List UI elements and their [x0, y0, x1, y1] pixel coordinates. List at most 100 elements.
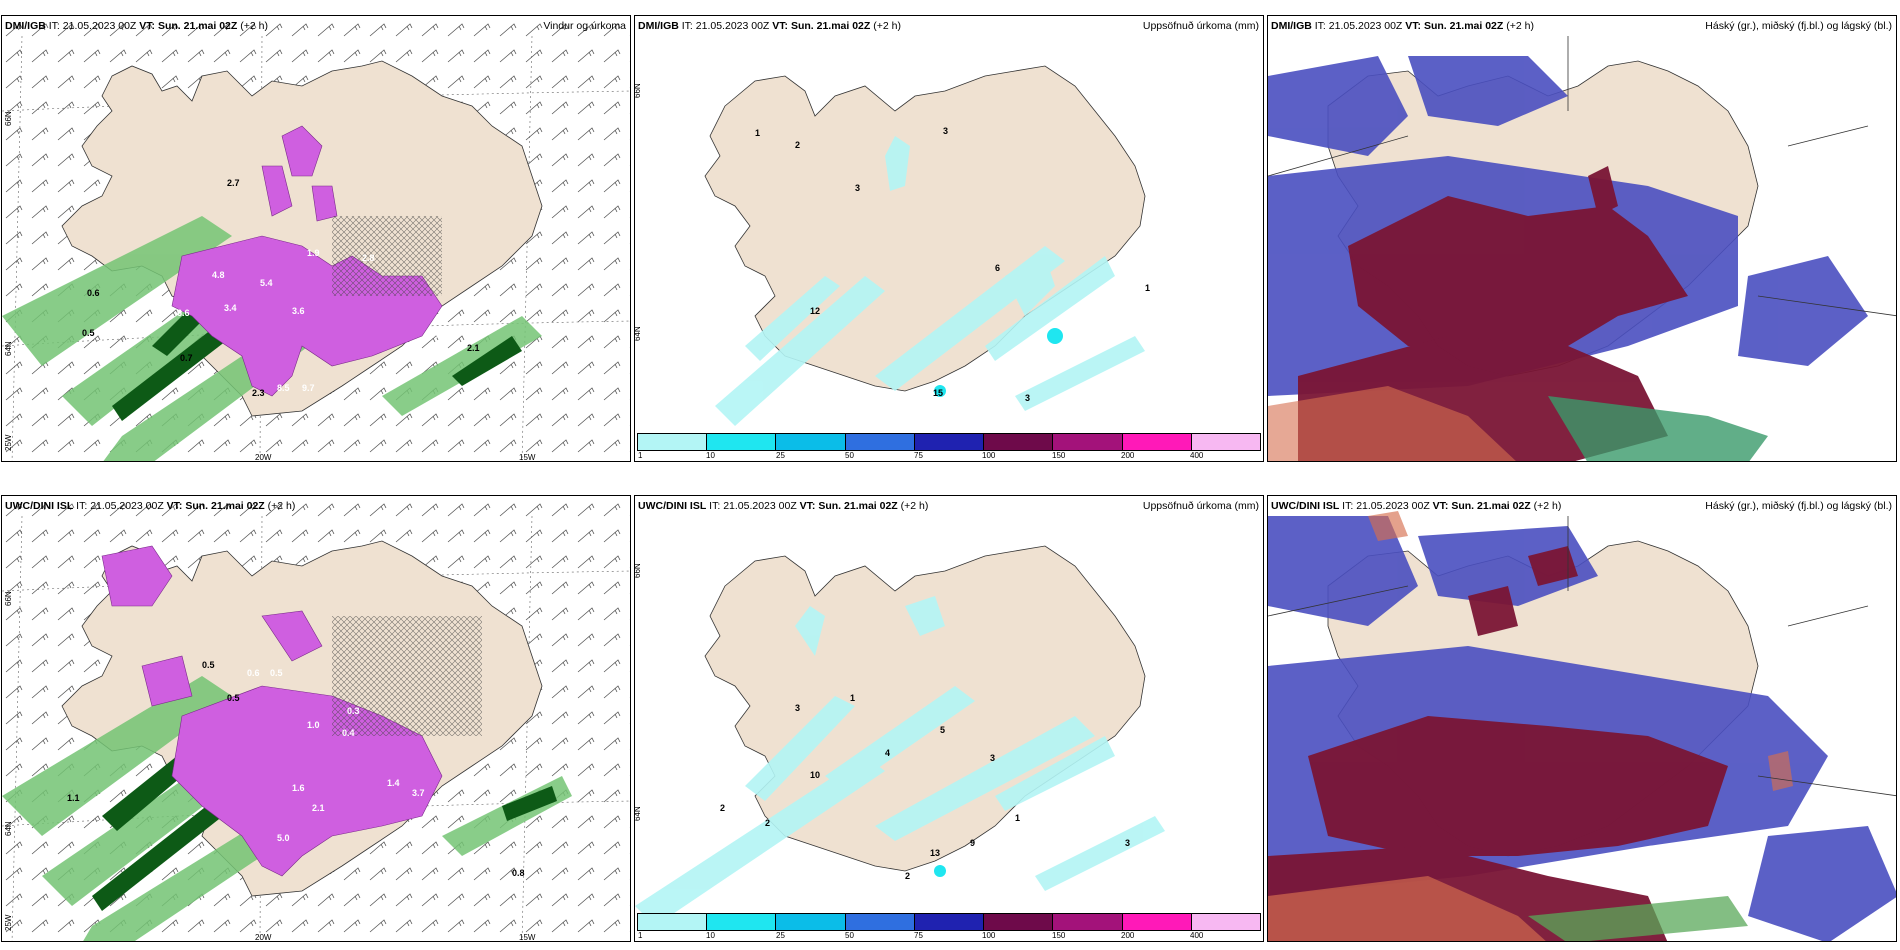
- cb-label: 25: [776, 451, 785, 460]
- cb-label: 100: [982, 451, 996, 460]
- lat-label-25w: 25W: [4, 434, 13, 451]
- cb-label: 1: [638, 931, 643, 940]
- panel-title: Uppsöfnuð úrkoma (mm): [1142, 500, 1259, 512]
- svg-text:2.8: 2.8: [362, 253, 375, 263]
- lat-label-66: 66N: [4, 111, 13, 126]
- cb-label: 10: [706, 931, 715, 940]
- svg-text:3: 3: [1125, 838, 1130, 848]
- svg-text:2: 2: [795, 140, 800, 150]
- svg-text:0.5: 0.5: [82, 328, 95, 338]
- panel-header: DMI/IGB IT: 21.05.2023 00Z VT: Sun. 21.m…: [638, 20, 901, 32]
- map-accum-precip: 1 2 3 4 5 10 9 3 13 2 1 2 3: [635, 545, 1165, 926]
- svg-text:12: 12: [810, 306, 820, 316]
- cb-label: 75: [914, 931, 923, 940]
- svg-text:3: 3: [943, 126, 948, 136]
- cb-label: 200: [1121, 451, 1135, 460]
- svg-text:13: 13: [930, 848, 940, 858]
- map-wind-precip: 0.5 0.6 0.5 1.0 0.3 0.4 1.4 3.7 2.1 1.6 …: [2, 496, 630, 941]
- svg-text:0.7: 0.7: [180, 353, 193, 363]
- svg-text:0.4: 0.4: [342, 728, 355, 738]
- svg-text:4: 4: [885, 748, 890, 758]
- svg-text:0.5: 0.5: [227, 693, 240, 703]
- panel-clouds-dmi: DMI/IGB IT: 21.05.2023 00Z VT: Sun. 21.m…: [1267, 15, 1897, 462]
- lon-label-15w: 15W: [519, 453, 536, 462]
- colorbar-swatches: [637, 913, 1261, 931]
- colorbar: 1 10 25 50 75 100 150 200 400: [637, 433, 1261, 461]
- low-cloud-green: [1548, 396, 1768, 461]
- cb-swatch: [1191, 434, 1260, 450]
- cb-swatch: [845, 434, 915, 450]
- svg-text:2.1: 2.1: [467, 343, 480, 353]
- lat-label-66: 66N: [634, 83, 642, 98]
- lat-label-66: 66N: [4, 591, 13, 606]
- cb-swatch: [707, 914, 777, 930]
- panel-wind-precip-uwc: UWC/DINI ISL IT: 21.05.2023 00Z VT: Sun.…: [1, 495, 631, 942]
- panel-header: DMI/IGB IT: 21.05.2023 00Z VT: Sun. 21.m…: [1271, 20, 1534, 32]
- panel-title: Háský (gr.), miðský (fj.bl.) og lágský (…: [1705, 500, 1892, 512]
- svg-text:0.3: 0.3: [347, 706, 360, 716]
- cb-swatch: [1053, 914, 1123, 930]
- cb-label: 50: [845, 451, 854, 460]
- cb-swatch: [1191, 914, 1260, 930]
- colorbar-labels: 1 10 25 50 75 100 150 200 400: [637, 451, 1261, 461]
- svg-text:2: 2: [720, 803, 725, 813]
- lat-label-64: 64N: [4, 341, 13, 356]
- svg-text:4.8: 4.8: [212, 270, 225, 280]
- svg-text:6: 6: [995, 263, 1000, 273]
- svg-text:3: 3: [855, 183, 860, 193]
- svg-text:15: 15: [933, 388, 943, 398]
- svg-text:0.5: 0.5: [270, 668, 283, 678]
- svg-text:1.1: 1.1: [67, 793, 80, 803]
- svg-text:1.9: 1.9: [307, 248, 320, 258]
- svg-text:2: 2: [765, 818, 770, 828]
- cb-label: 100: [982, 931, 996, 940]
- cb-label: 400: [1190, 931, 1204, 940]
- cb-label: 150: [1052, 931, 1066, 940]
- panel-header: UWC/DINI ISL IT: 21.05.2023 00Z VT: Sun.…: [1271, 500, 1562, 512]
- cb-swatch: [638, 434, 708, 450]
- cb-label: 150: [1052, 451, 1066, 460]
- cb-label: 75: [914, 451, 923, 460]
- svg-text:1.4: 1.4: [387, 778, 400, 788]
- svg-text:2.1: 2.1: [312, 803, 325, 813]
- precip-value-labels: 2.7 0.6 0.5 0.7 4.8 6.6 3.4 5.4 3.6 1.9 …: [82, 178, 480, 398]
- svg-text:0.4: 0.4: [430, 330, 443, 340]
- panel-title: Vindur og úrkoma: [543, 20, 626, 32]
- cb-label: 1: [638, 451, 643, 460]
- svg-text:3: 3: [990, 753, 995, 763]
- map-clouds: [1268, 511, 1896, 941]
- panel-header: UWC/DINI ISL IT: 21.05.2023 00Z VT: Sun.…: [5, 500, 296, 512]
- svg-text:9: 9: [970, 838, 975, 848]
- panel-header: UWC/DINI ISL IT: 21.05.2023 00Z VT: Sun.…: [638, 500, 929, 512]
- panel-accum-precip-uwc: UWC/DINI ISL IT: 21.05.2023 00Z VT: Sun.…: [634, 495, 1264, 942]
- svg-text:8.5: 8.5: [277, 383, 290, 393]
- svg-text:6.6: 6.6: [177, 308, 190, 318]
- cb-label: 400: [1190, 451, 1204, 460]
- svg-text:3.4: 3.4: [224, 303, 237, 313]
- lat-label-64: 64N: [634, 326, 642, 341]
- cb-swatch: [845, 914, 915, 930]
- panel-clouds-uwc: UWC/DINI ISL IT: 21.05.2023 00Z VT: Sun.…: [1267, 495, 1897, 942]
- svg-text:5.0: 5.0: [277, 833, 290, 843]
- lat-label-25w: 25W: [4, 914, 13, 931]
- lon-label-20w: 20W: [255, 453, 272, 462]
- cb-swatch: [776, 434, 846, 450]
- cb-swatch: [984, 434, 1054, 450]
- svg-text:5.4: 5.4: [260, 278, 273, 288]
- colorbar: 1 10 25 50 75 100 150 200 400: [637, 913, 1261, 940]
- svg-text:2.3: 2.3: [252, 388, 265, 398]
- cb-label: 200: [1121, 931, 1135, 940]
- svg-text:0.6: 0.6: [87, 288, 100, 298]
- precip-value-labels: 0.5 0.6 0.5 1.0 0.3 0.4 1.4 3.7 2.1 1.6 …: [67, 660, 525, 878]
- map-clouds: [1268, 36, 1896, 461]
- svg-text:2.7: 2.7: [227, 178, 240, 188]
- svg-text:3.7: 3.7: [412, 788, 425, 798]
- svg-text:2: 2: [905, 871, 910, 881]
- panel-header: DMI/IGB IT: 21.05.2023 00Z VT: Sun. 21.m…: [5, 20, 268, 32]
- svg-text:1.0: 1.0: [307, 720, 320, 730]
- cb-swatch: [776, 914, 846, 930]
- svg-text:1: 1: [1015, 813, 1020, 823]
- svg-text:3: 3: [795, 703, 800, 713]
- cb-label: 25: [776, 931, 785, 940]
- panel-accum-precip-dmi: DMI/IGB IT: 21.05.2023 00Z VT: Sun. 21.m…: [634, 15, 1264, 462]
